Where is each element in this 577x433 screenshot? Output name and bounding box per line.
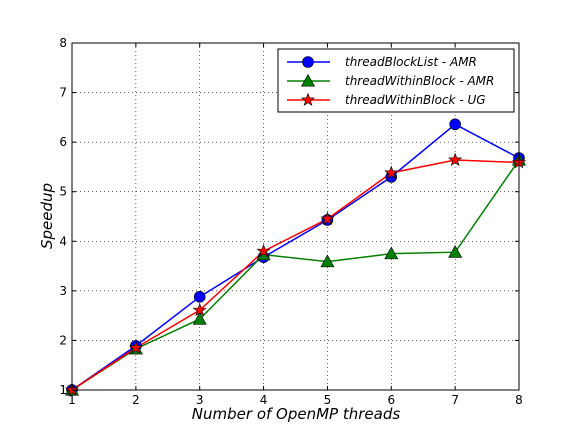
x-tick-label: 4	[260, 393, 268, 407]
series-line-1	[71, 123, 520, 391]
x-tick-label: 2	[132, 393, 140, 407]
data-point-series-2	[192, 311, 207, 325]
legend-label-3: threadWithinBlock - UG	[345, 93, 486, 107]
x-tick-label: 3	[196, 393, 204, 407]
legend-label-2: threadWithinBlock - AMR	[345, 74, 494, 88]
y-tick-label: 4	[59, 234, 67, 248]
data-point-series-1	[449, 118, 461, 131]
legend-label-1: threadBlockList - AMR	[345, 55, 477, 69]
y-tick-label: 8	[59, 36, 67, 50]
y-axis-label: Speedup	[38, 183, 56, 249]
x-tick-label: 6	[387, 393, 395, 407]
series-lines	[64, 118, 527, 396]
y-tick-label: 6	[59, 135, 67, 149]
y-tick-label: 3	[59, 284, 67, 298]
axis-ticks: 1 2 3 4 5 6 7 8 1 2 3 4 5 6 7 8	[59, 36, 522, 407]
data-point-series-1	[193, 291, 206, 303]
data-point-series-3	[256, 243, 271, 258]
data-point-series-3	[192, 302, 207, 317]
data-point-series-3	[384, 165, 399, 179]
y-tick-label: 2	[59, 333, 67, 347]
y-tick-label: 7	[59, 86, 67, 100]
data-point-series-3	[320, 211, 335, 225]
legend: threadBlockList - AMR threadWithinBlock -…	[277, 48, 515, 113]
data-point-series-3	[448, 152, 463, 166]
legend-marker-1	[302, 56, 314, 68]
x-axis-label: Number of OpenMP threads	[192, 405, 401, 423]
y-tick-label: 1	[59, 383, 67, 397]
data-point-series-2	[448, 245, 463, 258]
x-tick-label: 1	[68, 393, 76, 407]
data-point-series-2	[384, 246, 399, 260]
legend-marker-3	[300, 92, 316, 106]
series-line-2	[71, 159, 520, 391]
y-tick-label: 5	[59, 185, 67, 199]
x-tick-label: 8	[515, 393, 523, 407]
data-point-series-3	[128, 340, 143, 354]
legend-marker-2	[300, 73, 316, 87]
plot-frame	[71, 42, 520, 391]
x-tick-label: 5	[324, 393, 332, 407]
x-tick-label: 7	[451, 393, 459, 407]
data-point-series-2	[320, 254, 335, 268]
series-line-3	[71, 159, 520, 391]
